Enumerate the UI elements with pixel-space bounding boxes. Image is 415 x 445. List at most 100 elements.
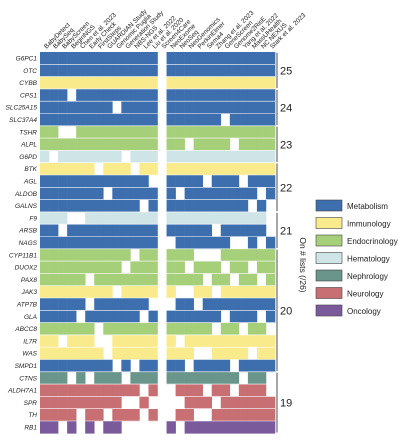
heatmap-cell — [112, 334, 122, 348]
heatmap-cell — [58, 187, 68, 200]
heatmap-cell — [40, 76, 50, 90]
heatmap-cell — [238, 334, 249, 348]
heatmap-cell — [94, 125, 104, 139]
heatmap-cell — [166, 248, 176, 262]
heatmap-cell — [67, 408, 77, 422]
heatmap-cell — [238, 199, 249, 213]
heatmap-cell — [265, 101, 276, 114]
heatmap-cell — [229, 199, 240, 213]
heatmap-cell — [238, 162, 249, 176]
heatmap-cell — [58, 76, 68, 90]
heatmap-cell — [103, 359, 113, 373]
list-count-label: 22 — [280, 182, 292, 194]
heatmap-cell — [76, 52, 86, 65]
heatmap-cell — [94, 187, 104, 200]
heatmap-cell — [112, 273, 122, 286]
heatmap-cell — [148, 248, 158, 262]
heatmap-cell — [130, 261, 140, 274]
heatmap-cell — [229, 347, 240, 360]
heatmap-cell — [112, 310, 122, 323]
heatmap-cell — [85, 175, 95, 188]
heatmap-cell — [229, 261, 240, 274]
heatmap-cell — [58, 285, 68, 299]
heatmap-cell — [94, 359, 104, 373]
heatmap-cell — [184, 310, 194, 323]
gene-label: ABCC8 — [14, 326, 37, 333]
heatmap-cell — [220, 421, 231, 434]
heatmap-cell — [193, 88, 203, 102]
heatmap-cell — [112, 175, 122, 188]
heatmap-cell — [202, 322, 213, 336]
heatmap-cell — [130, 273, 140, 286]
heatmap-cell — [67, 52, 77, 65]
gene-label: TSHR — [19, 129, 37, 136]
heatmap-cell — [265, 52, 276, 65]
heatmap-cell — [265, 285, 276, 299]
heatmap-cell — [247, 310, 258, 323]
heatmap-cell — [265, 334, 276, 348]
heatmap-cell — [220, 211, 231, 225]
heatmap-cell — [202, 199, 213, 213]
heatmap-cell — [67, 396, 77, 409]
heatmap-cell — [247, 224, 258, 237]
heatmap-cell — [85, 408, 95, 422]
heatmap-cell — [49, 347, 59, 360]
heatmap-cell — [220, 52, 231, 65]
heatmap-cell — [193, 138, 203, 151]
heatmap-cell — [193, 52, 203, 65]
heatmap-cell — [139, 113, 149, 127]
legend-swatch — [315, 269, 343, 282]
heatmap-cell — [175, 101, 185, 114]
heatmap-cell — [40, 310, 50, 323]
gene-label: GLA — [24, 314, 37, 321]
heatmap-cell — [58, 310, 68, 323]
heatmap-cell — [112, 224, 122, 237]
legend-label: Neurology — [347, 289, 383, 298]
heatmap-cell — [184, 64, 194, 77]
heatmap-cell — [76, 273, 86, 286]
heatmap-cell — [148, 224, 158, 237]
heatmap-cell — [256, 64, 267, 77]
heatmap-cell — [139, 347, 149, 360]
heatmap-cell — [184, 88, 194, 102]
heatmap-cell — [130, 224, 140, 237]
heatmap-cell — [49, 236, 59, 250]
heatmap-cell — [85, 76, 95, 90]
heatmap-cell — [148, 273, 158, 286]
heatmap-cell — [58, 52, 68, 65]
heatmap-cell — [247, 88, 258, 102]
list-count-label: 25 — [280, 65, 292, 77]
heatmap-cell — [193, 76, 203, 90]
heatmap-cell — [265, 310, 276, 323]
heatmap-cell — [202, 101, 213, 114]
heatmap-cell — [211, 150, 222, 163]
heatmap-cell — [247, 113, 258, 127]
heatmap-cell — [238, 359, 249, 373]
heatmap-cell — [139, 322, 149, 336]
heatmap-cell — [139, 396, 149, 409]
heatmap-cell — [265, 187, 276, 200]
heatmap-cell — [238, 285, 249, 299]
heatmap-cell — [58, 359, 68, 373]
heatmap-cell — [130, 125, 140, 139]
heatmap-cell — [49, 285, 59, 299]
heatmap-cell — [121, 187, 131, 200]
heatmap-cell — [265, 359, 276, 373]
heatmap-cell — [175, 273, 185, 286]
heatmap-cell — [58, 113, 68, 127]
heatmap-cell — [49, 64, 59, 77]
heatmap-cell — [85, 162, 95, 176]
heatmap-cell — [220, 76, 231, 90]
heatmap-cell — [40, 150, 50, 163]
heatmap-cell — [256, 298, 267, 311]
heatmap-cell — [85, 138, 95, 151]
heatmap-cell — [220, 162, 231, 176]
heatmap-cell — [103, 371, 113, 385]
heatmap-cell — [238, 298, 249, 311]
heatmap-cell — [49, 224, 59, 237]
heatmap-cell — [112, 125, 122, 139]
heatmap-cell — [76, 285, 86, 299]
heatmap-cell — [49, 211, 59, 225]
heatmap-cell — [256, 384, 267, 397]
heatmap-cell — [175, 384, 185, 397]
